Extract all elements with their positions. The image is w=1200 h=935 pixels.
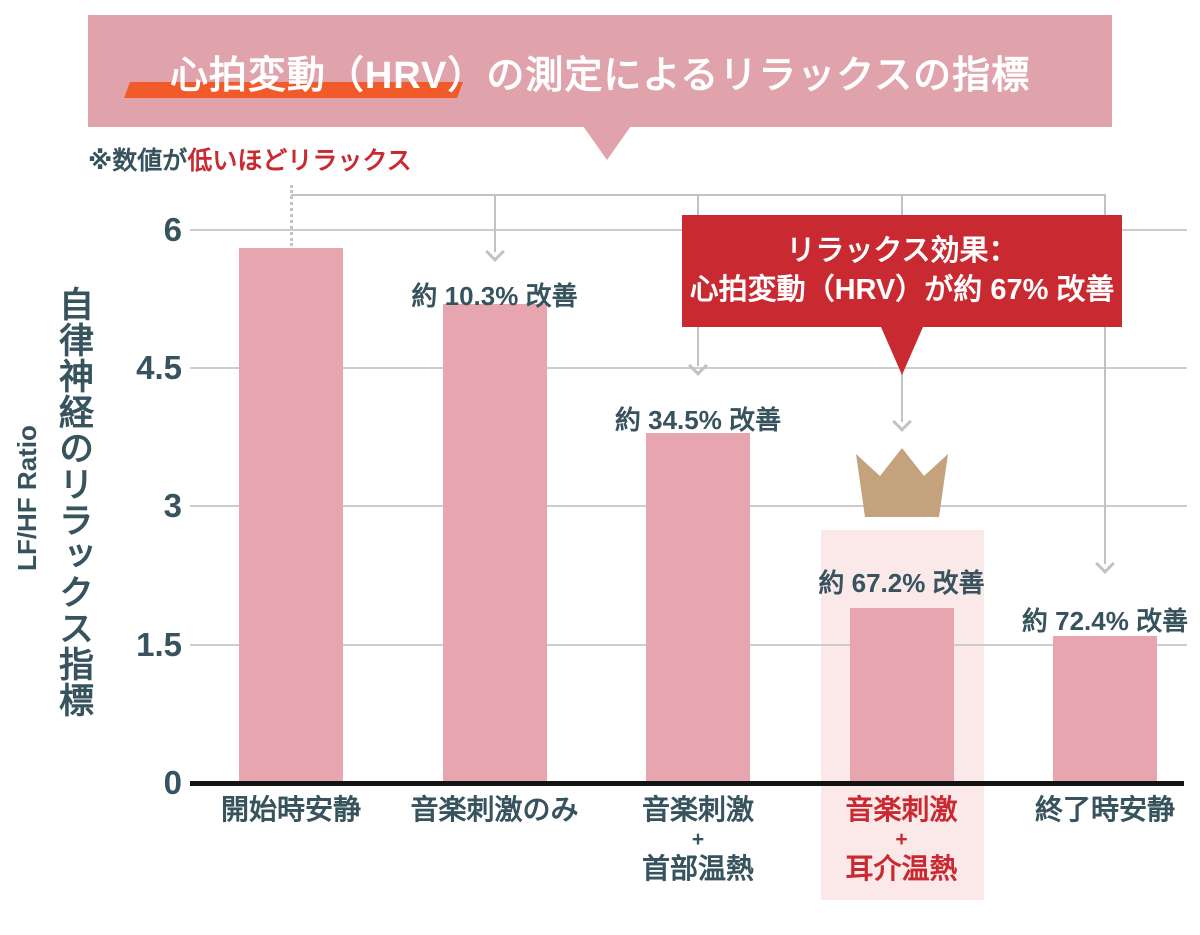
y-tick-label-4.5: 4.5 (136, 349, 182, 387)
y-tick-label-0: 0 (163, 764, 182, 801)
improvement-annotation-bar4: 約 67.2% 改善 (818, 568, 985, 598)
bar-5 (1053, 635, 1157, 783)
improvement-annotation-bar3: 約 34.5% 改善 (614, 405, 782, 435)
arrow-head-bar4 (891, 412, 912, 432)
x-label-bar4: 音楽刺激 + 耳介温熱 (792, 793, 1012, 886)
x-label-line: + (691, 828, 705, 851)
bar-1 (239, 248, 343, 783)
note-text: ※数値が低いほどリラックス (88, 141, 412, 177)
x-label-line: 音楽刺激 (641, 794, 754, 825)
x-label-bar5: 終了時安静 (995, 793, 1200, 827)
x-label-bar1: 開始時安静 (181, 793, 401, 827)
x-label-line: 音楽刺激のみ (410, 794, 579, 825)
gridline-4.5 (190, 367, 1187, 370)
x-label-line: 首部温熱 (641, 853, 754, 884)
y-axis-title-japanese: 自律神経のリラックス指標 (54, 286, 93, 718)
crown-icon (856, 448, 948, 517)
arrow-line-bar2 (493, 194, 496, 252)
y-tick-label-3: 3 (163, 487, 182, 525)
arrow-head-bar2 (484, 242, 505, 262)
y-tick-label-6: 6 (163, 210, 182, 248)
page-title: 心拍変動（HRV）の測定によるリラックスの指標 (169, 54, 1031, 97)
note-prefix: ※数値が (88, 147, 188, 175)
y-tick-label-1.5: 1.5 (136, 625, 182, 663)
x-label-line: + (895, 828, 908, 851)
crown-shape (856, 448, 948, 517)
note-emphasis: 低いほどリラックス (187, 147, 412, 175)
x-label-line: 終了時安静 (1034, 794, 1175, 825)
arrow-head-bar5 (1095, 554, 1115, 574)
bar-2 (442, 303, 547, 783)
x-label-line: 開始時安静 (220, 794, 361, 825)
y-axis-title-lfhf-ratio: LF/HF Ratio (12, 425, 42, 571)
callout-line1: リラックス効果： (786, 235, 1018, 267)
callout-pointer (881, 327, 923, 375)
dotted-reference-line (290, 185, 293, 246)
callout-line2: 心拍変動（HRV）が約 67% 改善 (689, 274, 1115, 306)
title-banner: 心拍変動（HRV）の測定によるリラックスの指標 (88, 15, 1112, 127)
improvement-annotation-bar5: 約 72.4% 改善 (1021, 606, 1189, 636)
x-label-line: 耳介温熱 (845, 853, 958, 884)
banner-pointer (583, 126, 631, 160)
bar-4 (849, 607, 954, 783)
relax-effect-callout: リラックス効果： 心拍変動（HRV）が約 67% 改善 (682, 215, 1122, 327)
x-label-bar2: 音楽刺激のみ (385, 793, 605, 827)
bar-3 (646, 432, 750, 783)
improvement-annotation-bar2: 約 10.3% 改善 (411, 281, 578, 311)
x-axis-baseline (190, 780, 1184, 786)
arrow-head-bar3 (688, 356, 708, 376)
arrow-line-bar5 (1104, 194, 1106, 564)
x-label-line: 音楽刺激 (845, 794, 958, 825)
x-label-bar3: 音楽刺激 + 首部温熱 (588, 793, 808, 886)
